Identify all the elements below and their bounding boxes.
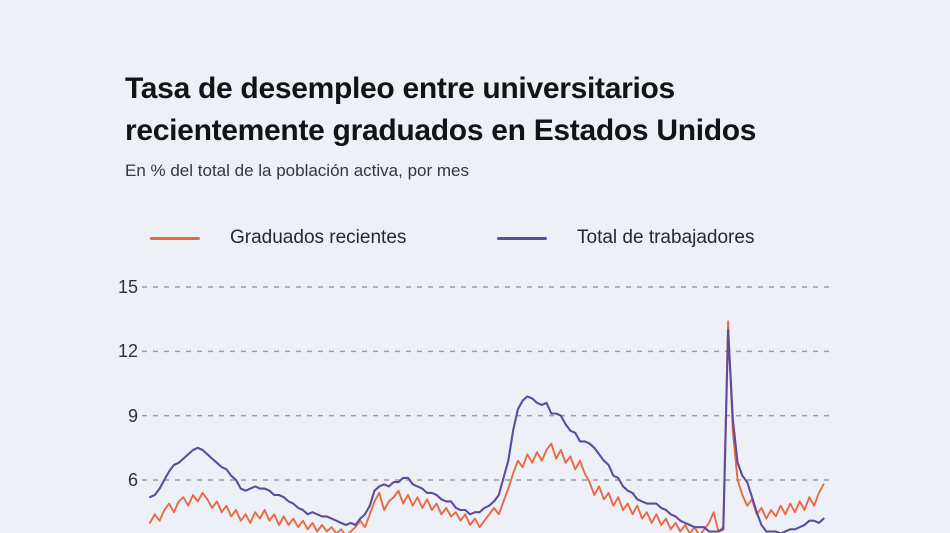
series-line-total-de-trabajadores (148, 328, 825, 533)
legend-swatch-total-trabajadores (497, 236, 547, 240)
page-title-line-2: recientemente graduados en Estados Unido… (125, 114, 757, 147)
y-axis-label-9: 9 (127, 405, 138, 426)
chart-subtitle: En % del total de la población activa, p… (125, 161, 469, 180)
y-axis-label-15: 15 (117, 277, 138, 298)
page-title-line-1: Tasa de desempleo entre universitarios (125, 72, 675, 105)
legend-swatch-graduados-recientes (150, 236, 200, 240)
y-axis-label-12: 12 (117, 341, 138, 362)
y-axis-label-6: 6 (127, 470, 138, 490)
series-line-graduados-recientes (149, 320, 825, 533)
legend-item-total-trabajadores: Total de trabajadores (497, 226, 754, 250)
legend-label-graduados-recientes: Graduados recientes (230, 227, 407, 248)
legend-label-total-trabajadores: Total de trabajadores (577, 227, 755, 248)
page-title: Tasa de desempleo entre universitarios r… (125, 68, 757, 152)
legend-item-graduados-recientes: Graduados recientes (150, 226, 406, 250)
